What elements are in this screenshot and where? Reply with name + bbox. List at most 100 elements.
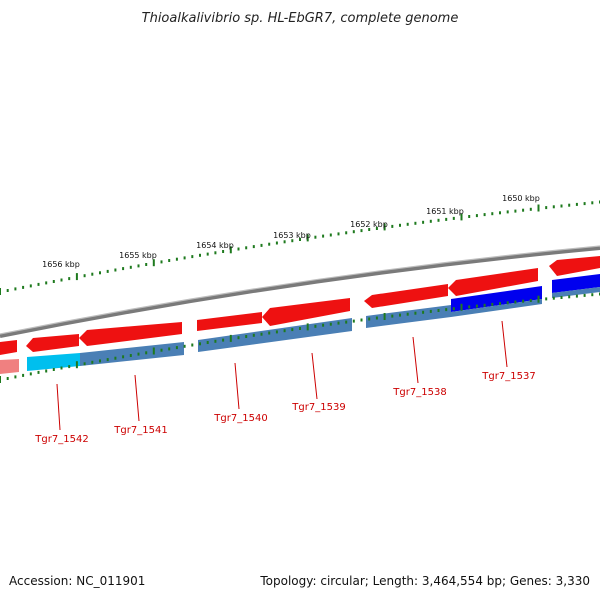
scale-tick <box>60 366 63 370</box>
scale-tick <box>591 293 594 297</box>
scale-tick <box>214 339 217 343</box>
gene-label[interactable]: Tgr7_1542 <box>34 434 88 445</box>
scale-tick <box>552 205 555 209</box>
scale-tick <box>122 355 125 359</box>
scale-tick <box>252 333 255 337</box>
forward-gene[interactable] <box>26 334 79 352</box>
scale-tick <box>452 216 455 220</box>
scale-tick <box>460 303 463 311</box>
scale-tick <box>268 242 271 246</box>
scale-tick <box>491 212 494 216</box>
scale-tick <box>22 285 25 289</box>
scale-tick <box>406 312 409 316</box>
reverse-gene-selected-blue[interactable] <box>552 274 600 293</box>
scale-label: 1652 kbp <box>350 220 388 229</box>
scale-tick <box>106 269 109 273</box>
scale-tick <box>45 369 48 373</box>
inner-scale <box>0 292 600 383</box>
reverse-gene[interactable] <box>366 305 451 328</box>
scale-tick <box>345 231 348 235</box>
scale-tick <box>468 305 471 309</box>
scale-tick <box>575 294 578 298</box>
scale-tick <box>360 318 363 322</box>
scale-tick <box>160 260 163 264</box>
scale-tick <box>168 347 171 351</box>
scale-tick <box>252 245 255 249</box>
forward-gene[interactable] <box>364 284 448 308</box>
scale-tick <box>491 302 494 306</box>
scale-tick <box>6 377 9 380</box>
scale-tick <box>29 284 32 288</box>
reverse-gene[interactable] <box>80 342 184 366</box>
gene-label[interactable]: Tgr7_1539 <box>291 402 345 413</box>
scale-tick <box>337 232 340 236</box>
scale-tick <box>152 259 155 267</box>
scale-tick <box>222 338 225 342</box>
scale-tick <box>275 330 278 334</box>
scale-tick <box>375 227 378 230</box>
scale-tick <box>445 217 448 221</box>
scale-tick <box>591 201 594 205</box>
scale-tick <box>399 313 401 317</box>
gene-labels: Tgr7_1542 Tgr7_1541 Tgr7_1540 Tgr7_1539 … <box>34 371 535 445</box>
scale-label: 1650 kbp <box>502 194 540 203</box>
scale-tick <box>506 210 509 214</box>
scale-tick <box>483 303 486 307</box>
scale-tick <box>114 356 117 360</box>
scale-tick <box>175 257 178 261</box>
forward-gene[interactable] <box>448 268 538 296</box>
reverse-gene-selected-blue[interactable] <box>451 286 542 312</box>
forward-gene[interactable] <box>549 256 600 276</box>
scale-tick <box>52 280 55 283</box>
gene-label[interactable]: Tgr7_1541 <box>113 425 167 436</box>
forward-gene[interactable] <box>0 340 17 355</box>
reverse-gene-pink[interactable] <box>0 359 19 374</box>
forward-gene[interactable] <box>197 312 262 331</box>
scale-tick <box>91 360 94 364</box>
gene-label[interactable]: Tgr7_1537 <box>481 371 535 382</box>
scale-label: 1651 kbp <box>426 207 464 216</box>
scale-tick <box>75 361 78 369</box>
scale-tick <box>129 354 132 357</box>
reverse-gene[interactable] <box>451 299 542 317</box>
scale-tick <box>499 302 501 306</box>
scale-tick <box>514 209 517 213</box>
scale-tick <box>414 221 417 225</box>
scale-tick <box>583 293 586 297</box>
scale-tick <box>199 253 201 257</box>
gene-label[interactable]: Tgr7_1540 <box>213 413 267 424</box>
scale-tick <box>191 255 194 259</box>
scale-label: 1654 kbp <box>196 241 234 250</box>
scale-tick <box>237 336 240 340</box>
scale-tick <box>475 214 478 218</box>
scale-tick <box>522 208 525 212</box>
forward-gene[interactable] <box>79 322 182 346</box>
forward-gene[interactable] <box>262 298 350 326</box>
scale-tick <box>568 295 571 299</box>
scale-tick <box>329 322 332 326</box>
scale-tick <box>83 274 86 278</box>
scale-tick <box>99 359 101 363</box>
scale-tick <box>329 233 332 237</box>
scale-tick <box>406 222 409 226</box>
scale-tick <box>229 246 232 254</box>
gene-label[interactable]: Tgr7_1538 <box>392 387 446 398</box>
scale-tick <box>152 347 155 355</box>
scale-tick <box>314 324 317 328</box>
reverse-gene-selected-cyan[interactable] <box>27 353 80 371</box>
scale-tick <box>306 234 309 242</box>
scale-tick <box>52 368 55 371</box>
scale-tick <box>206 341 209 344</box>
reverse-gene[interactable] <box>552 287 600 298</box>
scale-tick <box>422 220 425 224</box>
scale-tick <box>291 328 294 332</box>
scale-tick <box>360 229 363 233</box>
scale-tick <box>437 218 440 222</box>
scale-tick <box>529 207 532 211</box>
genome-backbone-highlight <box>0 245 600 335</box>
scale-tick <box>22 373 25 377</box>
scale-tick <box>45 281 48 285</box>
scale-tick <box>291 239 294 243</box>
reverse-gene[interactable] <box>198 318 352 352</box>
